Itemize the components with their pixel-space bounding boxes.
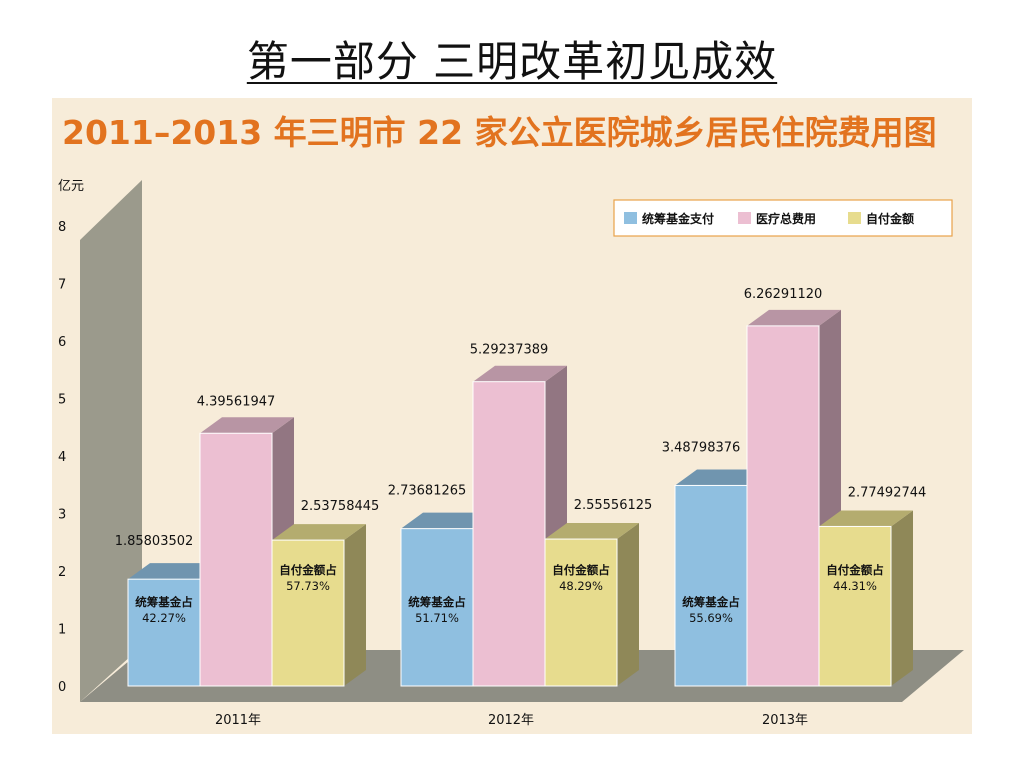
share-label: 统筹基金占 (682, 595, 740, 609)
bar-side (891, 510, 913, 686)
y-tick-label: 7 (58, 278, 66, 293)
x-tick-label: 2011年 (215, 713, 261, 728)
y-tick-label: 1 (58, 623, 66, 638)
share-value: 48.29% (559, 579, 603, 593)
legend-box (613, 199, 953, 237)
chart-panel: 2011–2013 年三明市 22 家公立医院城乡居民住院费用图 0 1 2 3 4 5 6… (52, 98, 972, 734)
y-tick-label: 2 (58, 565, 66, 580)
bar (818, 525, 892, 687)
share-label: 自付金额占 (826, 563, 884, 577)
bar (544, 538, 618, 687)
bar-top (747, 309, 841, 326)
legend-label: 自付金额 (866, 211, 914, 226)
bar-top (675, 469, 769, 486)
share-value: 42.27% (142, 611, 186, 625)
bar (400, 528, 474, 687)
share-label: 自付金额占 (552, 563, 610, 577)
value-label: 5.29237389 (470, 343, 549, 358)
share-value: 55.69% (689, 611, 733, 625)
bar-side (344, 524, 366, 686)
bar-top (819, 510, 913, 527)
bar-top (473, 365, 567, 382)
value-label: 2.55556125 (574, 498, 653, 513)
bar-top (545, 523, 639, 540)
bar-side (617, 523, 639, 686)
bar (472, 381, 546, 687)
share-label: 统筹基金占 (408, 595, 466, 609)
y-tick-label: 4 (58, 450, 66, 465)
y-tick-label: 8 (58, 220, 66, 235)
x-tick-label: 2013年 (762, 713, 808, 728)
bar (271, 539, 345, 687)
value-label: 2.73681265 (388, 484, 467, 499)
value-label: 4.39561947 (197, 394, 276, 409)
y-tick-label: 3 (58, 508, 66, 523)
share-label: 自付金额占 (279, 563, 337, 577)
chart-title: 2011–2013 年三明市 22 家公立医院城乡居民住院费用图 (62, 113, 937, 152)
legend-swatch (624, 212, 637, 224)
bar (127, 578, 201, 687)
bar (674, 484, 748, 687)
bar (199, 432, 273, 687)
bar-top (272, 524, 366, 541)
legend-swatch (848, 212, 861, 224)
value-label: 2.77492744 (848, 485, 927, 500)
y-tick-label: 5 (58, 393, 66, 408)
share-value: 51.71% (415, 611, 459, 625)
value-label: 3.48798376 (662, 440, 741, 455)
y-axis-unit: 亿元 (58, 179, 84, 194)
back-wall (80, 180, 142, 702)
legend-label: 统筹基金支付 (642, 211, 714, 226)
value-label: 1.85803502 (115, 534, 194, 549)
slide-title: 第一部分 三明改革初见成效 (246, 37, 778, 86)
share-value: 44.31% (833, 579, 877, 593)
y-tick-label: 0 (58, 680, 66, 695)
bar-top (200, 417, 294, 434)
bar-chart: 0 1 2 3 4 5 6 7 8 亿元 1.85803502 统筹基金占 42.27% 4.395619… (58, 179, 964, 728)
x-tick-label: 2012年 (488, 713, 534, 728)
share-value: 57.73% (286, 579, 330, 593)
bar-top (401, 512, 495, 529)
legend-label: 医疗总费用 (756, 211, 816, 226)
y-tick-label: 6 (58, 335, 66, 350)
value-label: 2.53758445 (301, 499, 380, 514)
bar-top (128, 563, 222, 580)
bar (746, 325, 820, 687)
legend-swatch (738, 212, 751, 224)
value-label: 6.26291120 (744, 287, 823, 302)
share-label: 统筹基金占 (135, 595, 193, 609)
